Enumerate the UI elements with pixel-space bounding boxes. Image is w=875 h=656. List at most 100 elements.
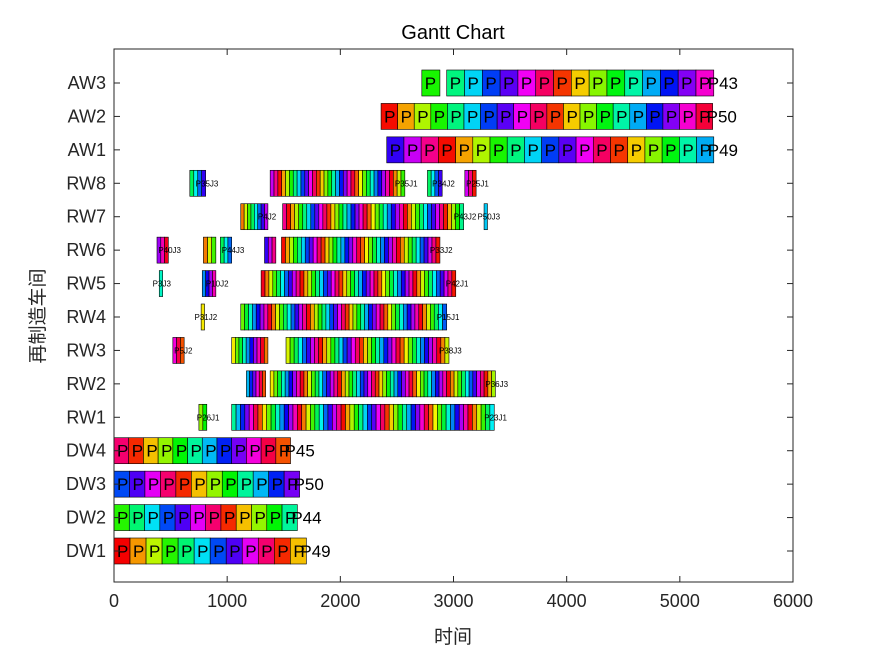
gantt-bar-RW1-1-17: [305, 403, 311, 431]
gantt-annotation-RW5-1: P10J2: [206, 280, 229, 289]
gantt-bar-RW5-2-11: [303, 270, 309, 297]
gantt-bar-RW7-1-34: [419, 203, 424, 231]
gantt-bar-RW6-4-28: [392, 236, 397, 264]
gantt-bar-RW2-1-53: [468, 370, 474, 398]
gantt-bar-RW5-2-16: [323, 270, 328, 297]
gantt-bar-RW2-1-54: [472, 370, 477, 398]
gantt-bar-RW4-1-44: [410, 303, 416, 331]
gantt-bar-DW4-0-11: [275, 437, 291, 465]
gantt-bar-label-DW4-0-9: P: [249, 442, 260, 461]
gantt-bar-RW1-1-56: [476, 403, 482, 431]
gantt-annotation-DW4-0: P45: [285, 442, 315, 461]
gantt-bar-RW3-2-39: [444, 337, 450, 364]
gantt-bar-RW4-1-45: [414, 303, 420, 331]
gantt-bar-RW4-1-31: [360, 303, 365, 331]
gantt-bar-RW6-4-35: [419, 236, 425, 264]
gantt-bar-RW3-1-6: [253, 337, 258, 364]
gantt-bar-label-DW2-0-0: P: [117, 509, 128, 528]
gantt-bar-label-DW4-0-8: P: [235, 442, 246, 461]
gantt-bar-RW8-1-14: [323, 169, 329, 197]
gantt-annotation-RW5-2: P42J1: [446, 280, 469, 289]
gantt-bar-RW2-1-34: [397, 370, 402, 398]
gantt-bar-RW1-1-39: [402, 403, 408, 431]
gantt-bar-RW7-0-2: [247, 203, 252, 231]
gantt-bar-RW6-4-10: [320, 236, 326, 264]
gantt-bar-RW1-1-19: [314, 403, 320, 431]
gantt-bar-RW7-0-3: [250, 203, 255, 231]
gantt-bar-RW6-4-3: [293, 236, 298, 264]
gantt-bar-RW2-1-51: [461, 370, 466, 398]
gantt-bar-RW7-1-4: [298, 203, 304, 231]
gantt-bar-RW1-1-6: [257, 403, 263, 431]
y-tick-label-RW1: RW1: [66, 407, 106, 427]
gantt-bar-RW1-1-12: [283, 403, 289, 431]
gantt-bar-RW4-1-47: [422, 303, 427, 331]
gantt-bar-label-DW2-0-8: P: [239, 509, 250, 528]
gantt-bar-RW2-1-59: [491, 370, 496, 398]
gantt-bar-RW5-2-17: [326, 270, 332, 297]
gantt-bar-RW1-1-27: [349, 403, 355, 431]
gantt-bar-RW3-2-3: [297, 337, 303, 364]
gantt-bar-RW4-1-17: [306, 303, 311, 331]
gantt-bar-RW3-2-12: [334, 337, 340, 364]
gantt-bar-RW3-2-24: [383, 337, 389, 364]
gantt-annotation-RW3-1: P38J3: [439, 346, 462, 355]
gantt-bar-label-AW1-0-5: P: [476, 141, 487, 160]
bars-layer: [113, 69, 715, 565]
gantt-bar-label-AW1-0-11: P: [579, 141, 590, 160]
gantt-bar-RW3-2-11: [330, 337, 336, 364]
gantt-bar-RW6-1-0: [203, 236, 208, 264]
gantt-bar-RW5-2-39: [412, 270, 418, 297]
gantt-bar-label-DW1-0-11: P: [293, 542, 304, 561]
gantt-bar-RW6-4-7: [308, 236, 314, 264]
gantt-bar-RW6-4-15: [340, 236, 346, 264]
gantt-bar-RW3-2-22: [375, 337, 381, 364]
gantt-annotation-RW1-1: P23J1: [484, 413, 507, 422]
gantt-bar-RW2-1-30: [382, 370, 387, 398]
gantt-bar-label-AW2-0-13: P: [600, 107, 611, 126]
gantt-bar-RW6-4-25: [380, 236, 385, 264]
gantt-annotation-RW7-0: P4J2: [258, 213, 277, 222]
gantt-bar-label-AW3-1-0: P: [450, 74, 461, 93]
gantt-bar-RW8-2-0: [427, 169, 432, 197]
gantt-bar-RW1-1-55: [472, 403, 478, 431]
gantt-bar-RW8-1-1: [273, 169, 279, 197]
gantt-bar-RW7-1-5: [302, 203, 308, 231]
gantt-bar-RW4-1-14: [294, 303, 300, 331]
gantt-bar-RW3-1-3: [242, 337, 247, 364]
gantt-bar-RW2-1-28: [374, 370, 380, 398]
gantt-bar-label-AW3-1-7: P: [574, 74, 585, 93]
gantt-bar-RW1-1-40: [406, 403, 412, 431]
gantt-bar-label-AW1-0-1: P: [407, 141, 418, 160]
gantt-bar-RW4-1-7: [267, 303, 273, 331]
gantt-bar-RW1-1-32: [371, 403, 377, 431]
gantt-bar-label-AW2-0-7: P: [500, 107, 511, 126]
gantt-bar-RW5-2-0: [260, 270, 266, 297]
gantt-bar-label-DW2-0-3: P: [163, 509, 174, 528]
gantt-bar-RW8-2-3: [438, 169, 443, 197]
gantt-bar-label-AW1-0-9: P: [545, 141, 556, 160]
gantt-bar-label-AW3-0-0: P: [425, 74, 436, 93]
y-tick-label-RW4: RW4: [66, 307, 106, 327]
gantt-bar-RW4-1-15: [298, 303, 303, 331]
gantt-bar-RW5-2-33: [389, 270, 394, 297]
gantt-bar-RW5-2-34: [393, 270, 398, 297]
gantt-bar-RW4-1-10: [279, 303, 284, 331]
gantt-bar-RW5-2-5: [280, 270, 285, 297]
gantt-bar-RW8-1-12: [316, 169, 321, 197]
gantt-bar-RW7-1-11: [326, 203, 332, 231]
gantt-annotation-AW2-0: P50: [707, 107, 737, 126]
gantt-bar-RW2-1-3: [281, 370, 286, 398]
gantt-annotation-RW7-2: P50J3: [477, 213, 500, 222]
gantt-bar-RW2-1-32: [389, 370, 395, 398]
gantt-bar-label-DW2-0-5: P: [193, 509, 204, 528]
gantt-bar-label-AW1-0-7: P: [510, 141, 521, 160]
gantt-bar-RW5-2-27: [365, 270, 371, 297]
gantt-bar-RW7-1-35: [423, 203, 428, 231]
gantt-bar-RW6-3-1: [267, 236, 273, 264]
gantt-bar-RW4-1-1: [244, 303, 249, 331]
gantt-bar-RW5-2-45: [435, 270, 441, 297]
gantt-bar-RW6-4-13: [332, 236, 338, 264]
gantt-bar-label-AW1-0-16: P: [665, 141, 676, 160]
gantt-bar-RW7-1-19: [358, 203, 364, 231]
